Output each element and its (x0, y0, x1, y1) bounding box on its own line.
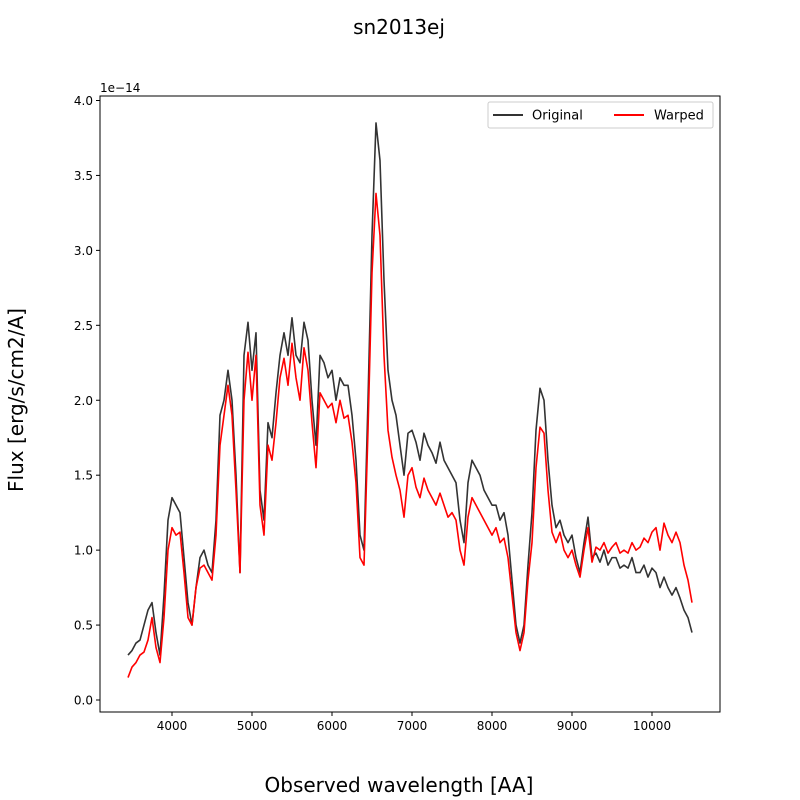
x-tick-label: 8000 (477, 719, 508, 733)
y-tick-label: 1.0 (74, 544, 93, 558)
y-offset-text: 1e−14 (100, 81, 140, 95)
x-tick-label: 6000 (317, 719, 348, 733)
legend-label-warped: Warped (654, 109, 704, 124)
x-axis-ticks: 4000 5000 6000 7000 8000 9000 10000 (157, 712, 671, 733)
x-tick-label: 7000 (397, 719, 428, 733)
series-line-original (127, 122, 693, 656)
x-tick-label: 4000 (157, 719, 188, 733)
plot-area-frame (99, 95, 721, 713)
series-line-warped (127, 192, 693, 678)
y-axis-label: Flux [erg/s/cm2/A] (4, 308, 28, 492)
y-tick-label: 4.0 (74, 94, 93, 108)
y-tick-label: 0.5 (74, 619, 93, 633)
legend-frame (487, 101, 714, 129)
x-tick-label: 10000 (633, 719, 671, 733)
y-tick-label: 0.0 (74, 694, 93, 708)
series-layer (127, 122, 693, 678)
y-tick-label: 3.5 (74, 169, 93, 183)
chart-title: sn2013ej (353, 15, 445, 39)
y-tick-label: 2.5 (74, 319, 93, 333)
x-tick-label: 9000 (557, 719, 588, 733)
y-tick-label: 2.0 (74, 394, 93, 408)
legend: Original Warped (487, 101, 714, 129)
y-tick-label: 3.0 (74, 244, 93, 258)
legend-label-original: Original (532, 109, 583, 124)
y-tick-label: 1.5 (74, 469, 93, 483)
x-axis-label: Observed wavelength [AA] (265, 773, 534, 797)
x-tick-label: 5000 (237, 719, 268, 733)
y-axis-ticks: 0.0 0.5 1.0 1.5 2.0 2.5 3.0 3.5 4.0 (74, 94, 100, 708)
